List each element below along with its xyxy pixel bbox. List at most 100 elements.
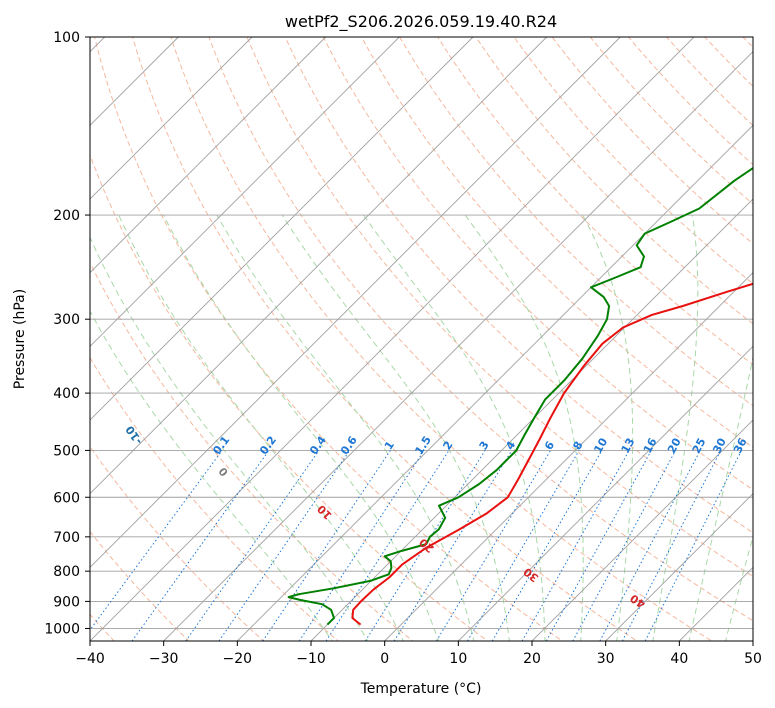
x-tick-label: 0: [380, 651, 389, 667]
mixing-ratio-line: [218, 450, 351, 641]
dry-adiabat-line: [742, 37, 753, 49]
moist-adiabat-line: [281, 214, 510, 641]
dry-adiabat-line: [90, 356, 340, 641]
isotherm-line: [384, 272, 753, 641]
annotation-layer: 0.10.20.40.611.52346810131620253036-100-…: [123, 423, 750, 611]
mixing-ratio-label: 1.5: [412, 434, 434, 457]
y-tick-label: 700: [53, 530, 80, 546]
dry-adiabat-line: [90, 445, 265, 641]
background-lines: [90, 10, 775, 653]
moist-adiabat-line: [118, 214, 404, 641]
dry-adiabat-line: [170, 37, 713, 641]
moist-adiabat-line: [464, 214, 584, 641]
x-tick-label: −20: [223, 651, 253, 667]
dry-adiabat-label: 10: [314, 502, 334, 522]
isotherm-line: [752, 640, 753, 641]
mixing-ratio-line: [621, 450, 722, 641]
x-tick-label: 30: [597, 651, 615, 667]
x-tick-label: 50: [744, 651, 762, 667]
moist-adiabat-line: [363, 214, 546, 641]
mixing-ratio-label: 13: [619, 436, 638, 456]
dry-adiabat-line: [90, 530, 190, 641]
mixing-ratio-line: [467, 450, 580, 641]
isotherm-line: [90, 37, 621, 568]
dry-adiabat-label: 30: [521, 565, 541, 585]
x-tick-label: −30: [149, 651, 179, 667]
isotherm-line: [163, 51, 753, 641]
mixing-ratio-line: [185, 450, 320, 641]
profile-line: [287, 166, 753, 626]
dry-adiabat-line: [93, 37, 564, 641]
y-tick-label: 400: [53, 386, 80, 402]
mixing-ratio-line: [521, 450, 630, 641]
isotherm-line: [90, 37, 253, 200]
mixing-ratio-label: 0.2: [257, 434, 279, 457]
mixing-ratio-line: [364, 450, 486, 641]
isotherm-line: [237, 124, 753, 641]
dry-adiabat-label: 40: [628, 591, 648, 611]
dry-adiabat-line: [475, 37, 753, 325]
dry-adiabat-label: 0: [216, 464, 231, 479]
mixing-ratio-line: [325, 450, 450, 641]
y-tick-label: 900: [53, 594, 80, 610]
dry-adiabat-line: [208, 37, 753, 622]
x-tick-label: 40: [670, 651, 688, 667]
y-axis-label: Pressure (hPa): [12, 289, 28, 389]
y-axis: 1000 900 800 700 600 500 400 300 200 100: [44, 30, 90, 637]
y-tick-label: 800: [53, 564, 80, 580]
dry-adiabat-line: [132, 37, 638, 641]
dry-adiabat-line: [90, 261, 414, 641]
mixing-ratio-line: [545, 450, 652, 641]
moist-adiabat-line: [90, 310, 333, 641]
mixing-ratio-label: 0.4: [307, 433, 329, 457]
dry-adiabat-line: [90, 153, 489, 641]
mixing-ratio-line: [393, 450, 513, 641]
isotherm-line: [90, 37, 695, 641]
dry-adiabat-label: -10: [123, 423, 145, 447]
plot-frame: [89, 36, 754, 642]
chart-title: wetPf2_S206.2026.059.19.40.R24: [285, 12, 557, 32]
isotherm-line: [310, 198, 753, 641]
moist-adiabat-line: [652, 214, 699, 641]
y-tick-label: 200: [53, 208, 80, 224]
mixing-ratio-label: 16: [641, 436, 660, 456]
mixing-ratio-label: 10: [591, 436, 610, 456]
moist-adiabat-line: [163, 214, 440, 641]
y-tick-label: 300: [53, 312, 80, 328]
mixing-ratio-line: [572, 450, 676, 641]
mixing-ratio-label: 36: [731, 436, 750, 456]
mixing-ratio-label: 20: [665, 436, 684, 456]
mixing-ratio-line: [435, 450, 552, 641]
dry-adiabat-line: [513, 37, 753, 285]
dry-adiabat-line: [755, 10, 775, 653]
mixing-ratio-label: 30: [710, 436, 729, 456]
mixing-ratio-label: 0.1: [210, 434, 232, 457]
series-layer: [287, 166, 753, 626]
moist-adiabat-line: [216, 214, 475, 641]
isotherm-line: [90, 37, 400, 347]
isotherm-line: [458, 345, 753, 641]
mixing-ratio-line: [131, 450, 270, 641]
isotherm-line: [531, 419, 753, 641]
isotherm-line: [605, 493, 753, 641]
x-tick-label: 20: [523, 651, 541, 667]
mixing-ratio-label: 0.6: [338, 433, 360, 457]
y-tick-label: 500: [53, 443, 80, 459]
x-axis: −40 −30 −20 −10 0 10 20 30 40 50: [75, 641, 762, 667]
isotherm-line: [90, 37, 547, 495]
mixing-ratio-label: 25: [690, 436, 709, 456]
isotherm-line: [679, 566, 753, 641]
x-axis-label: Temperature (°C): [360, 681, 482, 697]
y-tick-label: 600: [53, 490, 80, 506]
mixing-ratio-line: [599, 450, 701, 641]
dry-adiabat-line: [399, 37, 753, 407]
mixing-ratio-line: [90, 450, 223, 631]
x-tick-label: 10: [449, 651, 467, 667]
dry-adiabat-line: [284, 37, 753, 534]
x-tick-label: −40: [75, 651, 105, 667]
profile-line: [351, 282, 753, 626]
isotherm-line: [90, 37, 474, 421]
y-tick-label: 1000: [44, 621, 80, 637]
mixing-ratio-line: [644, 450, 742, 641]
